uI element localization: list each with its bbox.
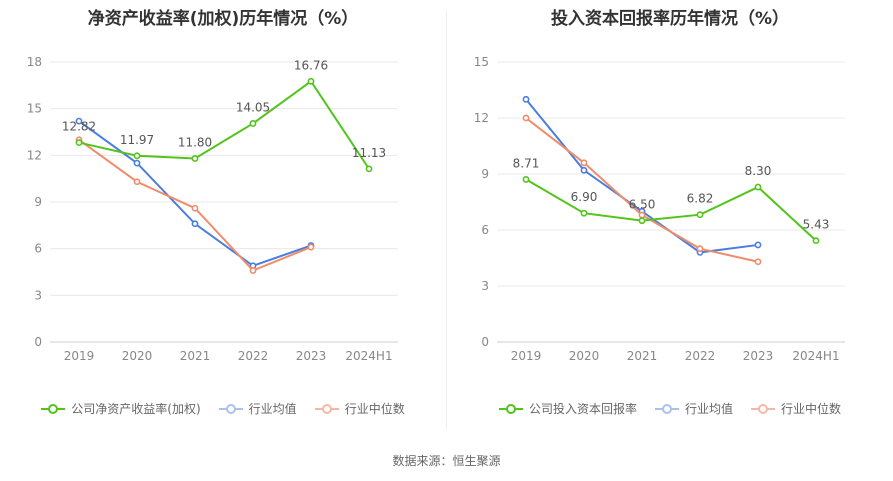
legend-label: 行业均值 <box>248 402 297 416</box>
y-tick-label: 3 <box>481 279 489 293</box>
data-point <box>307 77 315 85</box>
data-point <box>249 120 257 127</box>
roe-chart-plot: 0 3 6 9 12 15 18 2019 2020 2021 2022 2023 2024H1 12.8… <box>27 55 398 363</box>
data-point <box>580 159 588 167</box>
legend-label: 行业中位数 <box>781 402 842 416</box>
data-point <box>133 178 141 186</box>
x-tick-label: 2021 <box>627 349 658 363</box>
data-label: 5.43 <box>803 218 830 232</box>
data-point <box>754 183 762 191</box>
data-point <box>365 165 373 173</box>
y-tick-label: 6 <box>481 223 489 237</box>
legend-line-icon <box>654 403 679 415</box>
data-point <box>522 114 530 122</box>
roe-chart-title: 净资产收益率(加权)历年情况（%） <box>87 9 359 29</box>
legend-item-industry-median[interactable]: 行业中位数 <box>751 400 841 417</box>
data-label: 11.13 <box>352 146 386 160</box>
legend-item-industry-median[interactable]: 行业中位数 <box>314 400 405 417</box>
legend-line-icon <box>751 403 775 415</box>
series-line <box>525 178 817 242</box>
data-point <box>191 220 199 228</box>
y-tick-label: 3 <box>34 288 42 302</box>
legend-line-icon <box>41 403 66 415</box>
roic-chart-legend: 公司投入资本回报率 行业均值 行业中位数 <box>447 400 893 417</box>
data-point <box>191 155 199 162</box>
data-point <box>696 211 704 219</box>
roic-chart-title: 投入资本回报率历年情况（%） <box>550 9 790 29</box>
x-tick-label: 2022 <box>685 349 716 363</box>
data-label: 14.05 <box>236 100 270 114</box>
series-line <box>525 117 759 263</box>
legend-line-icon <box>314 403 339 415</box>
legend-line-icon <box>498 403 523 415</box>
y-tick-label: 15 <box>27 102 42 116</box>
roe-chart-legend: 公司净资产收益率(加权) 行业均值 行业中位数 <box>0 400 446 417</box>
y-tick-label: 9 <box>34 195 42 209</box>
data-point <box>522 176 530 183</box>
data-point <box>812 237 820 245</box>
roic-chart-panel: 投入资本回报率历年情况（%） 0 3 6 9 12 15 2019 2020 2021 2022 2… <box>447 0 893 430</box>
legend-item-company-roic[interactable]: 公司投入资本回报率 <box>498 400 637 417</box>
data-label: 6.82 <box>687 192 714 206</box>
x-tick-label: 2020 <box>122 349 153 363</box>
y-tick-label: 12 <box>474 111 489 125</box>
data-point <box>249 267 257 274</box>
roe-chart-panel: 净资产收益率(加权)历年情况（%） 0 3 6 9 12 15 18 2019 2020 2021… <box>0 0 446 430</box>
data-point <box>638 217 646 225</box>
data-label: 8.71 <box>513 156 540 170</box>
data-point <box>75 139 83 146</box>
data-point <box>580 166 588 174</box>
data-point <box>696 245 704 253</box>
data-point <box>133 159 141 167</box>
data-point <box>133 152 141 160</box>
data-label: 11.80 <box>178 135 212 149</box>
legend-item-company-roe[interactable]: 公司净资产收益率(加权) <box>41 400 201 417</box>
series-line <box>525 98 759 254</box>
data-source-note: 数据来源：恒生聚源 <box>392 454 501 468</box>
legend-label: 行业中位数 <box>344 402 405 416</box>
x-tick-label: 2024H1 <box>345 349 392 363</box>
data-point <box>638 211 646 219</box>
y-tick-label: 9 <box>481 167 489 181</box>
series-line <box>78 79 370 170</box>
data-point <box>191 204 199 212</box>
data-label: 12.82 <box>62 120 96 134</box>
legend-label: 公司投入资本回报率 <box>528 402 637 416</box>
x-tick-label: 2023 <box>296 349 327 363</box>
x-tick-label: 2022 <box>238 349 269 363</box>
x-tick-label: 2023 <box>743 349 774 363</box>
x-tick-label: 2019 <box>64 349 95 363</box>
data-point <box>307 243 315 251</box>
data-label: 8.30 <box>745 164 772 178</box>
data-point <box>754 241 762 249</box>
legend-line-icon <box>218 403 243 415</box>
y-tick-label: 18 <box>27 55 42 69</box>
x-tick-label: 2024H1 <box>792 349 839 363</box>
panel-divider <box>446 10 447 430</box>
data-label: 6.90 <box>571 190 598 204</box>
legend-item-industry-mean[interactable]: 行业均值 <box>654 400 733 417</box>
y-tick-label: 0 <box>34 335 42 349</box>
y-tick-label: 12 <box>27 148 42 162</box>
y-tick-label: 0 <box>481 335 489 349</box>
legend-label: 公司净资产收益率(加权) <box>71 402 201 416</box>
data-point <box>580 209 588 217</box>
legend-item-industry-mean[interactable]: 行业均值 <box>218 400 297 417</box>
data-point <box>75 117 83 125</box>
data-label: 6.50 <box>629 198 656 212</box>
data-label: 16.76 <box>294 58 328 72</box>
data-point <box>754 258 762 266</box>
x-tick-label: 2019 <box>511 349 542 363</box>
legend-label: 行业均值 <box>684 402 733 416</box>
y-tick-label: 6 <box>34 242 42 256</box>
data-label: 11.97 <box>120 133 154 147</box>
y-tick-label: 15 <box>474 55 489 69</box>
data-point <box>522 95 530 103</box>
x-tick-label: 2020 <box>569 349 600 363</box>
x-tick-label: 2021 <box>180 349 211 363</box>
roic-chart-plot: 0 3 6 9 12 15 2019 2020 2021 2022 2023 2024H1 8.71 6.… <box>474 55 845 363</box>
